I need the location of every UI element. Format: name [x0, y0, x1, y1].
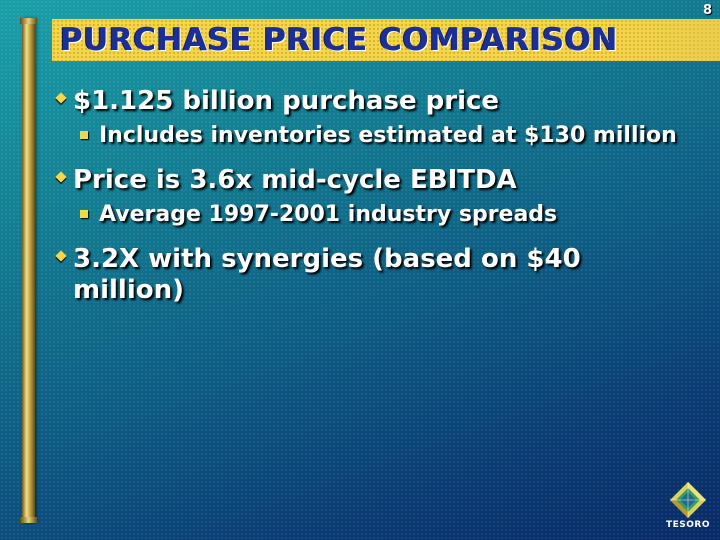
bullet-text: Price is 3.6x mid-cycle EBITDA: [73, 165, 517, 195]
diamond-bullet-icon: [55, 250, 67, 262]
title-band: PURCHASE PRICE COMPARISON: [52, 19, 720, 61]
tesoro-logo-icon: [670, 482, 706, 518]
sub-bullet-text: Includes inventories estimated at $130 m…: [99, 123, 677, 148]
diamond-bullet-icon: [55, 171, 67, 183]
sub-bullet-item: Includes inventories estimated at $130 m…: [55, 121, 685, 151]
diamond-bullet-icon: [55, 92, 67, 104]
bullet-list: $1.125 billion purchase price Includes i…: [55, 86, 685, 310]
sub-bullet-item: Average 1997-2001 industry spreads: [55, 200, 685, 230]
gold-vertical-bar: [20, 18, 37, 523]
gold-bar-bottom-cap: [20, 517, 37, 523]
tesoro-logo: TESORO: [664, 478, 712, 536]
square-bullet-icon: [80, 131, 88, 139]
bullet-item: Price is 3.6x mid-cycle EBITDA: [55, 165, 685, 196]
page-number: 8: [702, 3, 712, 18]
sub-bullet-text: Average 1997-2001 industry spreads: [99, 202, 558, 227]
logo-wordmark: TESORO: [665, 520, 710, 530]
gold-bar-top-cap: [20, 18, 37, 24]
bullet-item: $1.125 billion purchase price: [55, 86, 685, 117]
square-bullet-icon: [80, 210, 88, 218]
slide-title: PURCHASE PRICE COMPARISON: [60, 22, 618, 58]
title-band-fade: [600, 19, 720, 61]
bullet-text: 3.2X with synergies (based on $40 millio…: [73, 244, 581, 305]
bullet-item: 3.2X with synergies (based on $40 millio…: [55, 244, 685, 306]
bullet-text: $1.125 billion purchase price: [73, 86, 500, 116]
